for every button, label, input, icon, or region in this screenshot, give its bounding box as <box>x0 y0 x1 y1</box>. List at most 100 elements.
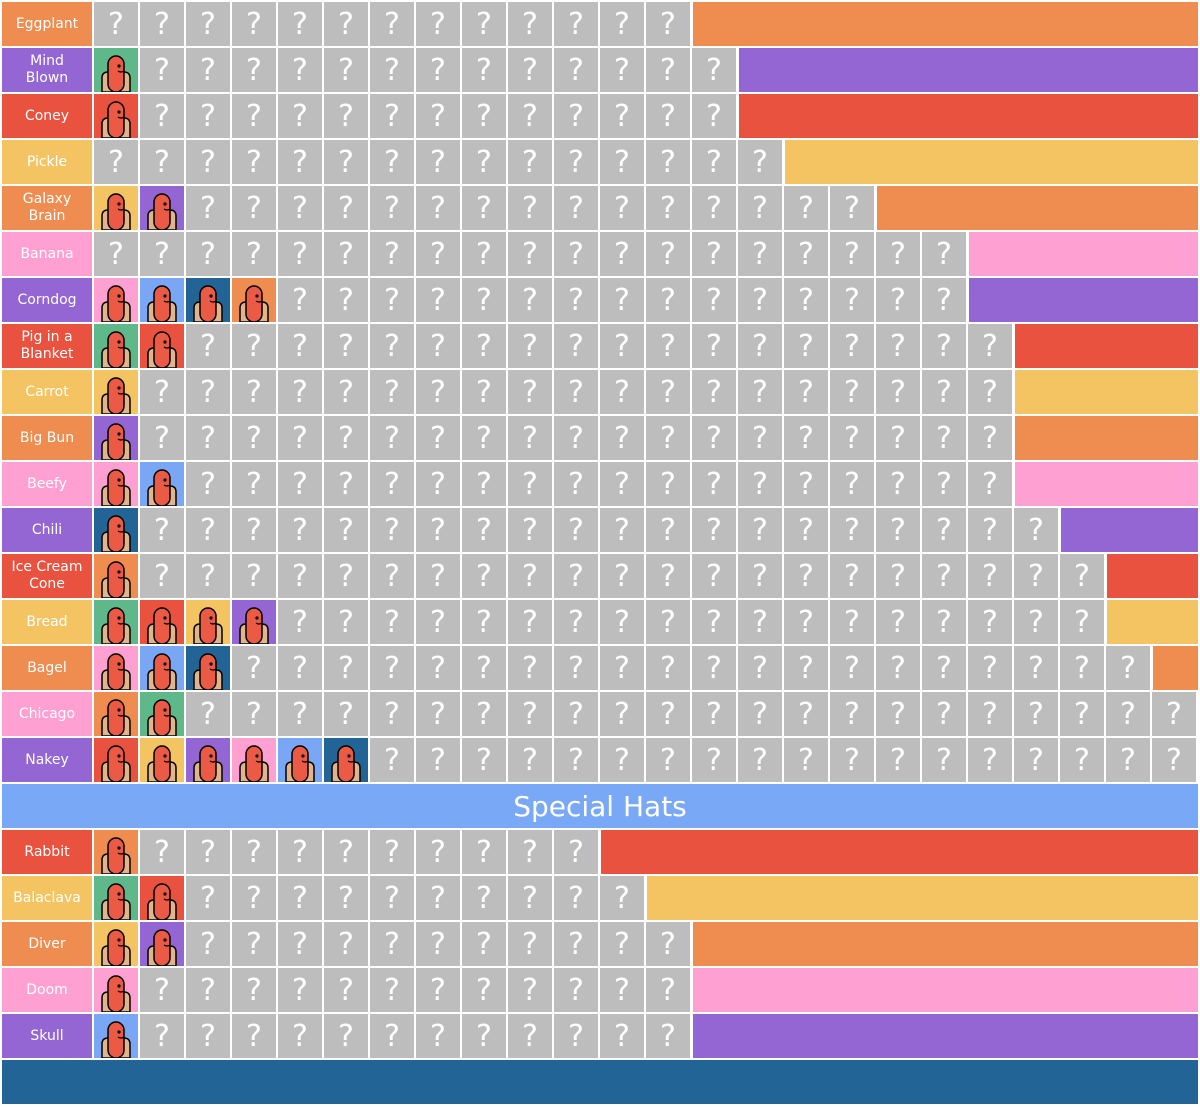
unknown-cell: ? <box>462 140 506 184</box>
unknown-cell: ? <box>830 324 874 368</box>
unknown-cell: ? <box>1014 600 1058 644</box>
avatar <box>94 646 138 691</box>
unknown-cell: ? <box>278 922 322 966</box>
unknown-cell: ? <box>508 140 552 184</box>
unknown-cell: ? <box>600 692 644 736</box>
unknown-cell: ? <box>416 830 460 874</box>
unknown-cell: ? <box>646 232 690 276</box>
unknown-cell: ? <box>968 370 1012 414</box>
unknown-cell: ? <box>186 48 230 92</box>
unknown-cell: ? <box>692 370 736 414</box>
avatar-figure <box>193 285 223 323</box>
unknown-cell: ? <box>922 646 966 690</box>
unknown-cell: ? <box>508 48 552 92</box>
row-bar <box>1061 508 1198 552</box>
avatar-figure <box>101 193 131 231</box>
unknown-cell: ? <box>554 232 598 276</box>
unknown-cell: ? <box>600 140 644 184</box>
row-label: Skull <box>2 1014 92 1058</box>
avatar <box>94 508 138 553</box>
unknown-cell: ? <box>692 600 736 644</box>
unknown-cell: ? <box>1152 738 1196 782</box>
unknown-cell: ? <box>324 370 368 414</box>
avatar <box>94 692 138 737</box>
unknown-cell: ? <box>508 370 552 414</box>
unknown-cell: ? <box>508 508 552 552</box>
unknown-cell: ? <box>1106 738 1150 782</box>
avatar-figure <box>101 607 131 645</box>
unknown-cell: ? <box>830 416 874 460</box>
unknown-cell: ? <box>646 738 690 782</box>
avatar-figure <box>239 745 269 783</box>
unknown-cell: ? <box>922 462 966 506</box>
unknown-cell: ? <box>692 324 736 368</box>
unknown-cell: ? <box>416 600 460 644</box>
avatar <box>94 48 138 93</box>
avatar-figure <box>101 469 131 507</box>
row-label: Eggplant <box>2 2 92 46</box>
unknown-cell: ? <box>1106 646 1150 690</box>
unknown-cell: ? <box>370 2 414 46</box>
unknown-cell: ? <box>278 968 322 1012</box>
unknown-cell: ? <box>462 462 506 506</box>
unknown-cell: ? <box>646 278 690 322</box>
unknown-cell: ? <box>278 140 322 184</box>
avatar-figure <box>193 653 223 691</box>
unknown-cell: ? <box>876 232 920 276</box>
unknown-cell: ? <box>278 232 322 276</box>
avatar <box>94 416 138 461</box>
unknown-cell: ? <box>784 554 828 598</box>
avatar <box>232 600 276 645</box>
unknown-cell: ? <box>416 922 460 966</box>
row-bar <box>601 830 1198 874</box>
unknown-cell: ? <box>830 738 874 782</box>
footer-bar <box>2 1060 1198 1104</box>
unknown-cell: ? <box>554 554 598 598</box>
avatar-figure <box>101 515 131 553</box>
unknown-cell: ? <box>508 94 552 138</box>
unknown-cell: ? <box>508 186 552 230</box>
unknown-cell: ? <box>416 370 460 414</box>
row-bar <box>1015 416 1198 460</box>
avatar <box>140 646 184 691</box>
unknown-cell: ? <box>140 554 184 598</box>
unknown-cell: ? <box>370 876 414 920</box>
unknown-cell: ? <box>324 922 368 966</box>
unknown-cell: ? <box>830 462 874 506</box>
unknown-cell: ? <box>278 324 322 368</box>
unknown-cell: ? <box>278 462 322 506</box>
unknown-cell: ? <box>968 554 1012 598</box>
unknown-cell: ? <box>324 278 368 322</box>
unknown-cell: ? <box>692 508 736 552</box>
unknown-cell: ? <box>600 876 644 920</box>
unknown-cell: ? <box>186 968 230 1012</box>
unknown-cell: ? <box>278 186 322 230</box>
unknown-cell: ? <box>370 922 414 966</box>
unknown-cell: ? <box>94 232 138 276</box>
unknown-cell: ? <box>508 968 552 1012</box>
unknown-cell: ? <box>370 278 414 322</box>
avatar-figure <box>331 745 361 783</box>
unknown-cell: ? <box>508 600 552 644</box>
row-label: Coney <box>2 94 92 138</box>
unknown-cell: ? <box>646 508 690 552</box>
unknown-cell: ? <box>646 2 690 46</box>
avatar-figure <box>193 745 223 783</box>
unknown-cell: ? <box>600 232 644 276</box>
row-bar <box>1153 646 1198 690</box>
unknown-cell: ? <box>600 600 644 644</box>
unknown-cell: ? <box>232 692 276 736</box>
unknown-cell: ? <box>876 600 920 644</box>
avatar-figure <box>101 975 131 1013</box>
unknown-cell: ? <box>968 462 1012 506</box>
unknown-cell: ? <box>784 462 828 506</box>
avatar-figure <box>101 929 131 967</box>
unknown-cell: ? <box>370 370 414 414</box>
row-label: Chicago <box>2 692 92 736</box>
avatar <box>94 968 138 1013</box>
unknown-cell: ? <box>278 48 322 92</box>
unknown-cell: ? <box>600 646 644 690</box>
avatar-figure <box>101 377 131 415</box>
unknown-cell: ? <box>416 462 460 506</box>
avatar <box>140 324 184 369</box>
